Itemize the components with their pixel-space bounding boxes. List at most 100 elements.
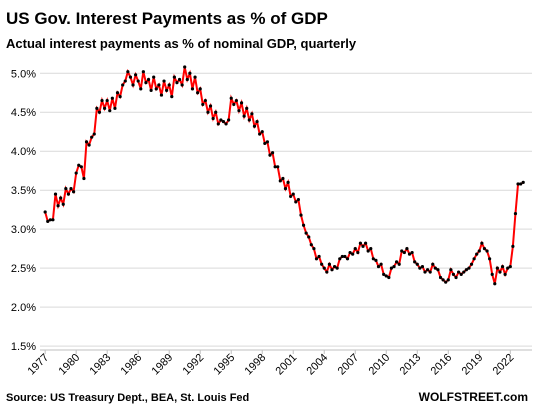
point [356, 250, 360, 255]
point [441, 278, 445, 282]
y-tick-label: 2.5% [11, 263, 36, 275]
point [410, 250, 414, 255]
point [438, 275, 443, 280]
point [211, 116, 215, 121]
point [454, 275, 458, 280]
point [485, 249, 489, 253]
x-tick-label: 2001 [274, 352, 300, 378]
point [113, 106, 117, 110]
point [325, 270, 329, 274]
point [289, 194, 293, 199]
point [131, 83, 135, 87]
point [451, 272, 456, 276]
point [286, 180, 290, 184]
y-tick-label: 3.0% [11, 224, 36, 236]
point [374, 258, 378, 262]
point [97, 110, 102, 114]
point [175, 81, 179, 85]
point [79, 165, 83, 169]
point [95, 106, 99, 110]
chart-subtitle: Actual interest payments as % of nominal… [6, 36, 357, 51]
point [469, 262, 474, 266]
point [216, 122, 220, 126]
point [508, 264, 512, 269]
point [77, 163, 81, 167]
point [459, 272, 463, 276]
point [74, 171, 78, 175]
x-tick-label: 2022 [491, 352, 517, 378]
point [165, 88, 169, 93]
point [255, 119, 259, 124]
point [123, 79, 127, 83]
point [513, 211, 518, 216]
point [258, 132, 262, 136]
point [126, 70, 130, 74]
point [353, 247, 357, 251]
point [307, 235, 311, 239]
point [291, 192, 295, 196]
point [420, 264, 425, 269]
point [503, 272, 507, 276]
point [428, 270, 432, 274]
y-tick-label: 4.5% [11, 107, 36, 119]
point [134, 73, 138, 77]
point [389, 266, 394, 270]
point [159, 93, 164, 97]
brand: WOLFSTREET.com [419, 390, 528, 404]
point [301, 223, 306, 227]
point [206, 110, 210, 114]
point [309, 243, 313, 247]
point [278, 179, 282, 183]
point [482, 247, 487, 251]
point [371, 257, 375, 261]
point [397, 262, 401, 266]
point [48, 218, 52, 222]
point [105, 98, 109, 103]
point [345, 257, 350, 261]
point [400, 249, 404, 253]
point [154, 87, 158, 91]
point [103, 106, 107, 110]
point [351, 252, 355, 256]
point [402, 250, 406, 255]
y-tick-label: 4.0% [11, 146, 36, 158]
point [196, 91, 200, 95]
point [139, 87, 143, 91]
point [480, 241, 484, 245]
point [227, 118, 231, 122]
point [516, 182, 520, 186]
point [71, 190, 76, 194]
point [221, 119, 226, 124]
point [366, 249, 370, 253]
point [418, 266, 422, 270]
point [457, 270, 461, 274]
point [477, 249, 481, 253]
point [51, 218, 55, 222]
point [66, 192, 71, 196]
point [467, 266, 471, 270]
point [43, 210, 47, 214]
point [247, 118, 251, 122]
point [224, 122, 228, 126]
point [260, 130, 264, 134]
series-line [44, 66, 524, 285]
point [219, 118, 223, 122]
point [322, 266, 326, 270]
point [426, 268, 430, 272]
point [229, 96, 233, 100]
point [239, 101, 244, 105]
x-tick-label: 2019 [460, 352, 486, 378]
point [64, 187, 68, 191]
point [294, 200, 298, 204]
point [190, 87, 195, 91]
point [475, 252, 479, 256]
x-tick-label: 2013 [398, 352, 424, 378]
point [108, 109, 112, 113]
point [521, 180, 525, 184]
point [152, 75, 156, 79]
point [270, 151, 275, 155]
point [413, 260, 417, 264]
point [343, 254, 347, 259]
point [304, 231, 308, 235]
